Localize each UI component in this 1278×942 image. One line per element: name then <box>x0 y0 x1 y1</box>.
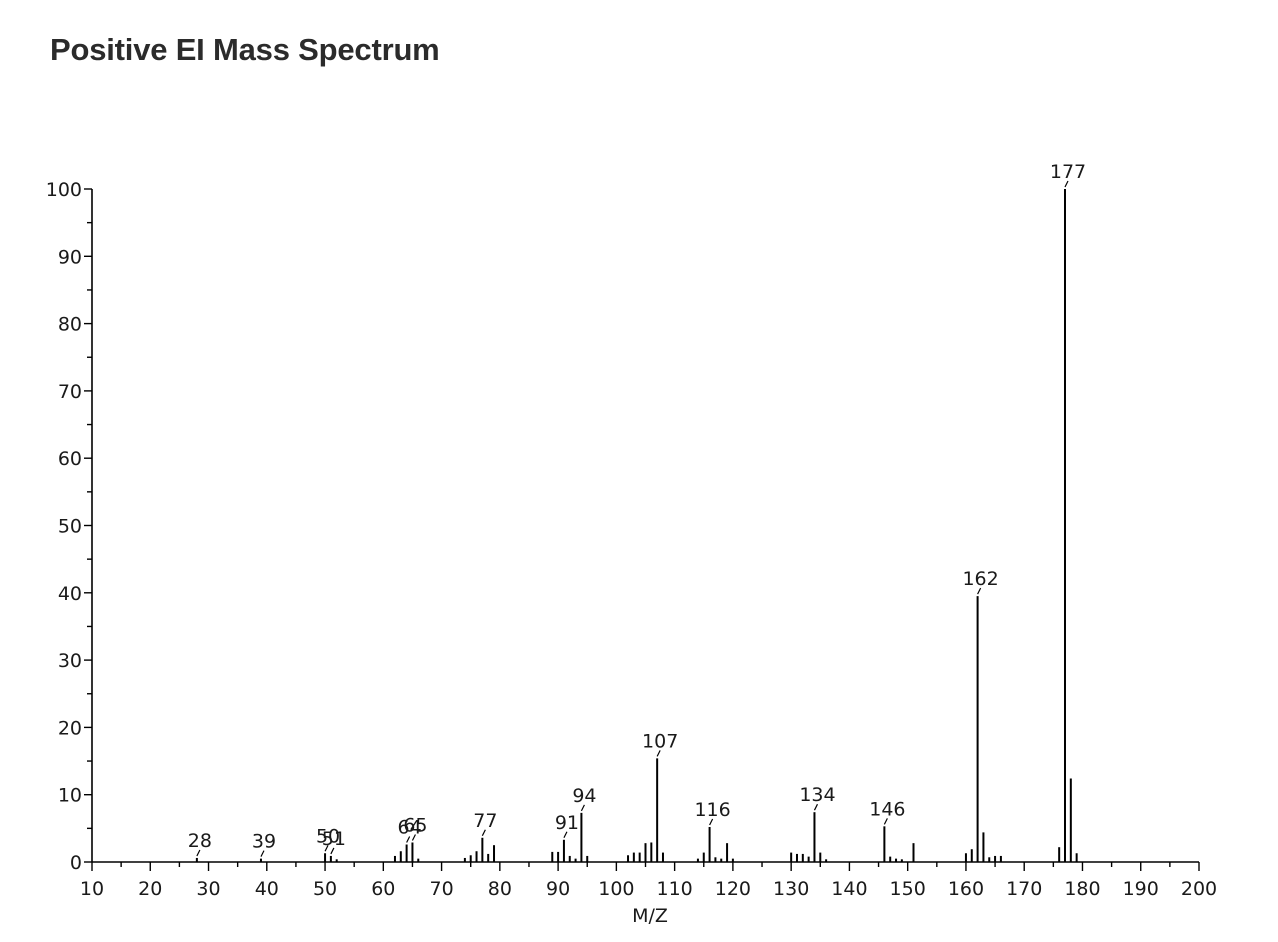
peak-label: 39 <box>252 831 276 853</box>
peak-leader <box>1064 180 1069 188</box>
x-tick-label: 120 <box>715 878 751 900</box>
x-tick-label: 160 <box>948 878 984 900</box>
peak-leader <box>656 750 661 757</box>
x-tick-label: 190 <box>1123 878 1159 900</box>
x-tick-label: 10 <box>80 878 104 900</box>
peak-label: 51 <box>322 828 346 850</box>
y-tick-label: 80 <box>58 314 82 336</box>
peak-label: 177 <box>1050 161 1086 183</box>
x-tick-label: 110 <box>656 878 692 900</box>
x-tick-label: 200 <box>1181 878 1217 900</box>
x-tick-label: 170 <box>1006 878 1042 900</box>
peak-label: 94 <box>572 785 596 807</box>
peak-leader <box>406 836 411 843</box>
peak-leader <box>580 804 585 812</box>
y-tick-label: 40 <box>58 583 82 605</box>
y-tick-label: 20 <box>58 717 82 739</box>
y-tick-label: 90 <box>58 246 82 268</box>
peak-leader <box>330 847 335 855</box>
y-tick-label: 0 <box>70 852 82 874</box>
y-tick-label: 60 <box>58 448 82 470</box>
peak-label: 77 <box>473 810 497 832</box>
x-tick-label: 80 <box>488 878 512 900</box>
x-axis-label: M/Z <box>632 905 668 927</box>
x-tick-label: 30 <box>196 878 220 900</box>
peak-leader <box>324 844 329 852</box>
x-tick-label: 90 <box>546 878 570 900</box>
y-tick-label: 70 <box>58 381 82 403</box>
x-tick-label: 100 <box>598 878 634 900</box>
x-tick-label: 150 <box>890 878 926 900</box>
peak-label: 107 <box>642 730 678 752</box>
peak-leader <box>813 803 818 811</box>
x-tick-label: 20 <box>138 878 162 900</box>
peak-label: 116 <box>694 799 730 821</box>
peak-leader <box>563 831 568 839</box>
peak-leader <box>411 834 416 841</box>
peak-leader <box>481 829 486 837</box>
peak-label: 91 <box>555 812 579 834</box>
x-tick-label: 130 <box>773 878 809 900</box>
peak-series <box>195 189 1078 862</box>
x-tick-label: 60 <box>371 878 395 900</box>
peak-leader <box>883 818 888 825</box>
peak-leader <box>709 818 714 826</box>
peak-label: 50 <box>316 825 340 847</box>
x-tick-label: 180 <box>1064 878 1100 900</box>
x-tick-label: 40 <box>255 878 279 900</box>
y-tick-label: 100 <box>46 179 82 201</box>
peak-label: 65 <box>403 814 427 836</box>
peak-label: 134 <box>799 784 835 806</box>
peak-leader <box>977 587 982 595</box>
y-tick-label: 30 <box>58 650 82 672</box>
peak-label: 28 <box>188 830 212 852</box>
peak-label: 64 <box>398 817 422 839</box>
peak-leader <box>196 849 201 857</box>
x-tick-label: 140 <box>831 878 867 900</box>
x-tick-label: 50 <box>313 878 337 900</box>
y-tick-label: 50 <box>58 516 82 538</box>
page-title: Positive EI Mass Spectrum <box>50 32 440 67</box>
peak-label: 146 <box>869 798 905 820</box>
y-tick-label: 10 <box>58 785 82 807</box>
chart-axes: 10 20 30 40 50 60 70 80 90 100 110 120 130 140 150 160 1… <box>46 179 1217 900</box>
peak-label: 162 <box>962 568 998 590</box>
x-tick-label: 70 <box>429 878 453 900</box>
peak-leader <box>260 850 265 857</box>
